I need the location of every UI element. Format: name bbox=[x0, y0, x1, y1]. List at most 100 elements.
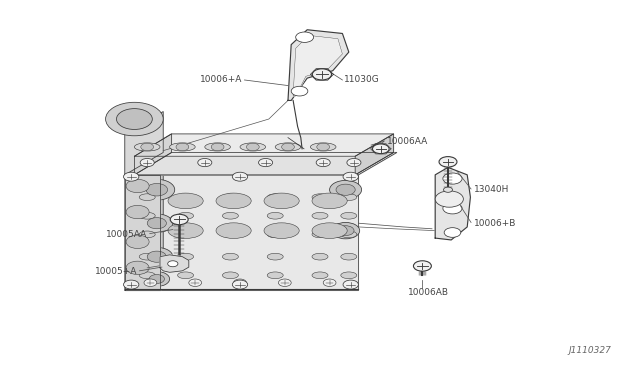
Ellipse shape bbox=[312, 193, 348, 209]
Circle shape bbox=[330, 180, 362, 199]
Circle shape bbox=[176, 143, 189, 151]
Text: 10006AB: 10006AB bbox=[408, 288, 449, 296]
Ellipse shape bbox=[341, 194, 357, 201]
Circle shape bbox=[170, 214, 188, 225]
Circle shape bbox=[141, 143, 154, 151]
Circle shape bbox=[323, 279, 336, 286]
Circle shape bbox=[211, 143, 224, 151]
Ellipse shape bbox=[178, 272, 193, 279]
Polygon shape bbox=[125, 153, 163, 290]
Text: 10005+A: 10005+A bbox=[95, 267, 138, 276]
Circle shape bbox=[232, 280, 248, 289]
Ellipse shape bbox=[223, 194, 238, 201]
Polygon shape bbox=[134, 153, 394, 175]
Ellipse shape bbox=[312, 253, 328, 260]
Circle shape bbox=[139, 179, 175, 200]
Ellipse shape bbox=[312, 231, 328, 238]
Polygon shape bbox=[134, 134, 394, 156]
Ellipse shape bbox=[312, 272, 328, 279]
Ellipse shape bbox=[140, 212, 156, 219]
Ellipse shape bbox=[341, 212, 357, 219]
Ellipse shape bbox=[178, 231, 193, 238]
Ellipse shape bbox=[178, 253, 193, 260]
Circle shape bbox=[282, 143, 294, 151]
Circle shape bbox=[147, 218, 166, 229]
Circle shape bbox=[312, 69, 332, 80]
Polygon shape bbox=[435, 167, 470, 240]
Ellipse shape bbox=[341, 272, 357, 279]
Ellipse shape bbox=[264, 193, 300, 209]
Circle shape bbox=[141, 247, 173, 266]
Ellipse shape bbox=[268, 212, 283, 219]
Ellipse shape bbox=[178, 194, 193, 201]
Ellipse shape bbox=[268, 194, 283, 201]
Ellipse shape bbox=[216, 223, 251, 238]
Ellipse shape bbox=[310, 143, 336, 151]
Circle shape bbox=[144, 279, 157, 286]
Circle shape bbox=[296, 32, 314, 42]
Circle shape bbox=[343, 280, 358, 289]
Ellipse shape bbox=[312, 223, 348, 238]
Circle shape bbox=[439, 157, 457, 167]
Circle shape bbox=[126, 261, 149, 275]
Circle shape bbox=[234, 279, 246, 286]
Polygon shape bbox=[125, 175, 160, 290]
Ellipse shape bbox=[205, 143, 230, 151]
Text: 10006AA: 10006AA bbox=[387, 137, 428, 146]
Circle shape bbox=[144, 272, 170, 286]
Circle shape bbox=[347, 158, 361, 167]
Ellipse shape bbox=[168, 193, 204, 209]
Circle shape bbox=[372, 144, 389, 154]
Ellipse shape bbox=[240, 143, 266, 151]
Circle shape bbox=[126, 235, 149, 248]
Ellipse shape bbox=[268, 253, 283, 260]
Ellipse shape bbox=[140, 194, 156, 201]
Circle shape bbox=[332, 222, 360, 239]
Circle shape bbox=[140, 158, 154, 167]
Circle shape bbox=[246, 143, 259, 151]
Text: J1110327: J1110327 bbox=[568, 346, 611, 355]
Circle shape bbox=[106, 102, 163, 136]
Circle shape bbox=[147, 251, 166, 262]
Circle shape bbox=[146, 183, 168, 196]
Polygon shape bbox=[288, 30, 349, 100]
Ellipse shape bbox=[140, 272, 156, 279]
Circle shape bbox=[278, 279, 291, 286]
Ellipse shape bbox=[223, 253, 238, 260]
Ellipse shape bbox=[170, 143, 195, 151]
Text: 10006+A: 10006+A bbox=[200, 76, 242, 84]
Ellipse shape bbox=[216, 193, 251, 209]
Ellipse shape bbox=[140, 253, 156, 260]
Text: 11030G: 11030G bbox=[344, 76, 380, 84]
Circle shape bbox=[343, 172, 358, 181]
Ellipse shape bbox=[178, 212, 193, 219]
Polygon shape bbox=[134, 134, 172, 175]
Polygon shape bbox=[125, 112, 163, 175]
Circle shape bbox=[126, 205, 149, 219]
Polygon shape bbox=[125, 175, 358, 290]
Text: 13040H: 13040H bbox=[474, 185, 509, 194]
Ellipse shape bbox=[134, 143, 160, 151]
Circle shape bbox=[198, 158, 212, 167]
Circle shape bbox=[435, 191, 463, 207]
Circle shape bbox=[337, 226, 354, 235]
Ellipse shape bbox=[264, 223, 300, 238]
Circle shape bbox=[444, 228, 461, 237]
Polygon shape bbox=[125, 153, 397, 175]
Ellipse shape bbox=[223, 212, 238, 219]
Ellipse shape bbox=[140, 231, 156, 238]
Text: 10005AA: 10005AA bbox=[106, 230, 147, 239]
Circle shape bbox=[126, 179, 149, 193]
Polygon shape bbox=[293, 35, 342, 96]
Ellipse shape bbox=[341, 231, 357, 238]
Ellipse shape bbox=[341, 253, 357, 260]
Text: 10006+B: 10006+B bbox=[474, 219, 516, 228]
Ellipse shape bbox=[312, 212, 328, 219]
Circle shape bbox=[116, 109, 152, 129]
Ellipse shape bbox=[268, 231, 283, 238]
Circle shape bbox=[189, 279, 202, 286]
Ellipse shape bbox=[223, 231, 238, 238]
Circle shape bbox=[443, 173, 462, 184]
Polygon shape bbox=[355, 134, 394, 175]
Circle shape bbox=[316, 158, 330, 167]
